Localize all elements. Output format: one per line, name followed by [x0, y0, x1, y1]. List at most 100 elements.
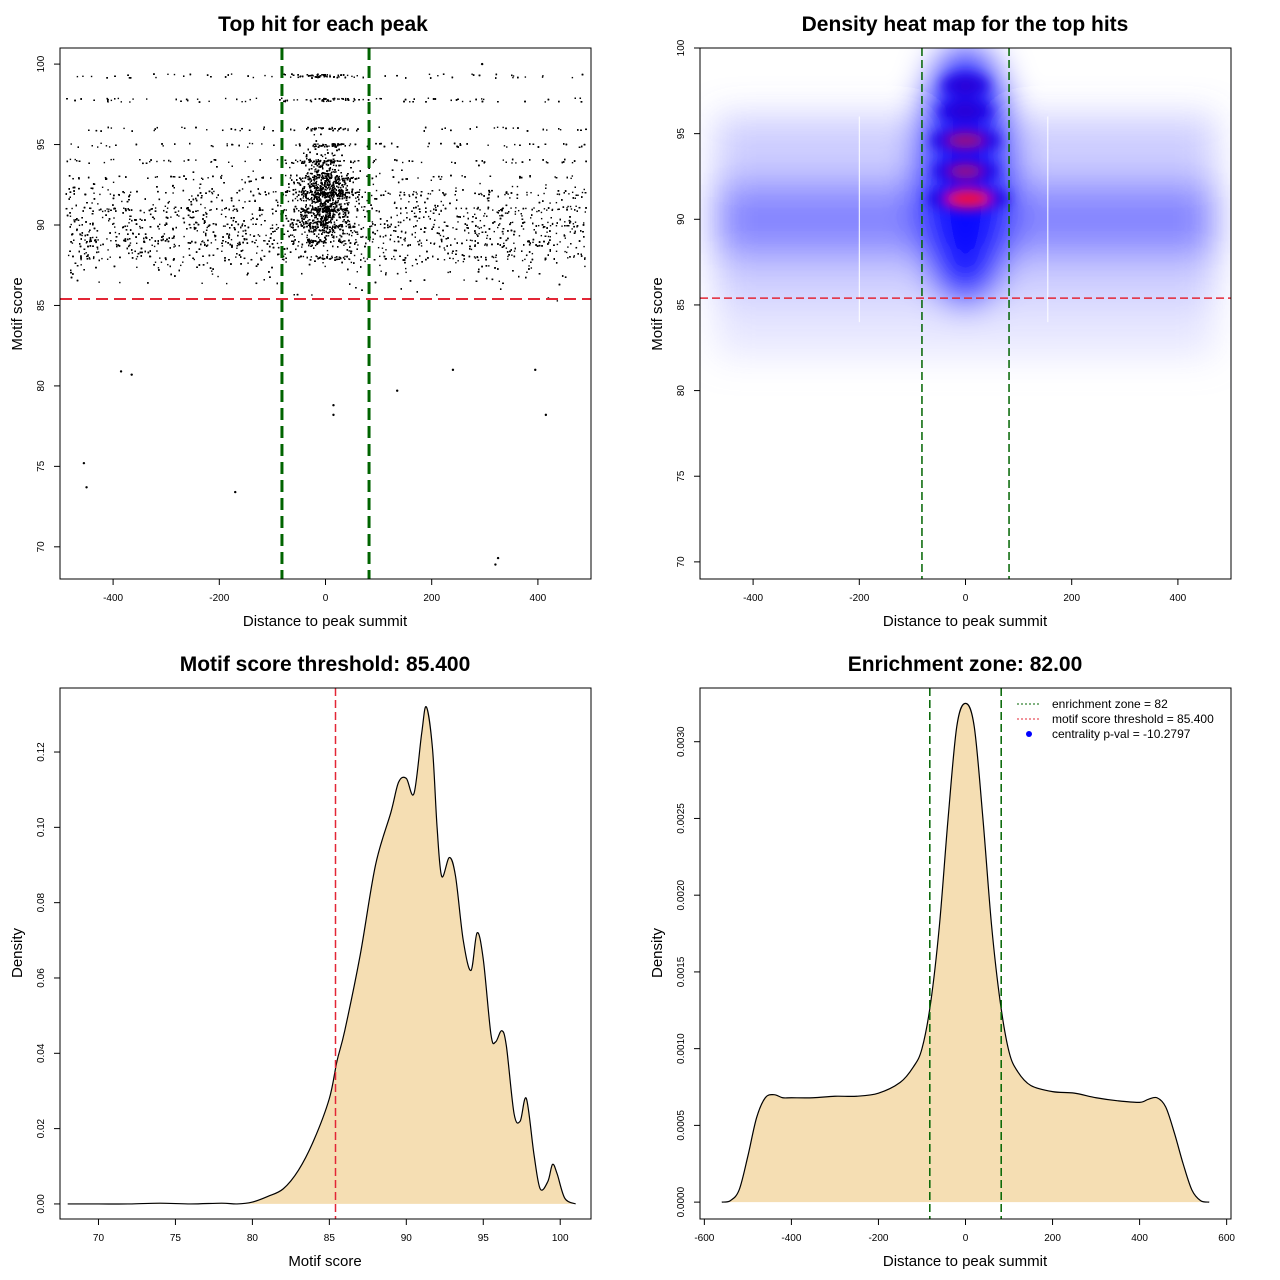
scatter-point: [224, 97, 227, 100]
scatter-point: [112, 158, 115, 161]
scatter-point: [429, 210, 432, 212]
scatter-point: [384, 190, 387, 192]
scatter-point: [514, 210, 517, 213]
scatter-point: [117, 97, 120, 100]
scatter-point: [568, 193, 570, 195]
scatter-point: [125, 229, 127, 231]
scatter-point: [113, 222, 115, 225]
scatter-point: [368, 240, 371, 242]
scatter-point: [196, 230, 199, 232]
scatter-point: [71, 207, 73, 210]
scatter-point: [196, 98, 199, 100]
scatter-point: [276, 242, 279, 245]
scatter-point: [379, 264, 381, 267]
scatter-point: [85, 252, 87, 254]
scatter-point: [354, 205, 356, 208]
scatter-point: [220, 213, 223, 216]
scatter-point: [226, 143, 228, 145]
scatter-point: [275, 191, 277, 193]
chart-title: Top hit for each peak: [218, 13, 428, 36]
scatter-point: [252, 223, 254, 225]
scatter-point: [481, 98, 483, 100]
scatter-point: [271, 224, 274, 226]
scatter-point: [355, 197, 357, 199]
scatter-point: [397, 224, 400, 227]
scatter-point: [209, 209, 211, 211]
scatter-point: [232, 144, 234, 146]
scatter-point: [157, 267, 160, 269]
scatter-point: [406, 254, 409, 257]
scatter-point: [567, 246, 569, 248]
scatter-point: [493, 127, 496, 129]
scatter-point: [370, 225, 373, 227]
scatter-point: [221, 174, 223, 177]
scatter-point: [261, 249, 263, 252]
scatter-point: [128, 222, 130, 224]
scatter-point: [506, 258, 509, 260]
scatter-point: [336, 98, 339, 100]
scatter-point: [573, 255, 576, 257]
scatter-point: [420, 245, 423, 247]
scatter-point: [362, 98, 364, 101]
scatter-point: [545, 184, 547, 186]
scatter-point: [445, 193, 447, 195]
scatter-point: [507, 193, 509, 195]
scatter-point: [486, 234, 489, 237]
scatter-point: [403, 191, 405, 194]
scatter-point: [350, 261, 353, 264]
panel-scatter: Top hit for each peak -400 -200 0 200 400 70…: [9, 13, 592, 630]
scatter-points: [65, 62, 587, 566]
scatter-point: [241, 188, 244, 190]
scatter-point: [230, 238, 233, 241]
scatter-point: [555, 250, 558, 253]
scatter-point: [174, 176, 176, 178]
scatter-point: [461, 100, 464, 103]
scatter-point: [210, 209, 212, 211]
scatter-point: [213, 234, 216, 236]
scatter-point: [435, 206, 437, 209]
scatter-point: [467, 232, 470, 234]
scatter-point: [173, 73, 176, 76]
scatter-point: [119, 281, 121, 284]
scatter-point: [411, 264, 414, 267]
scatter-point: [108, 146, 111, 148]
scatter-point: [439, 234, 442, 237]
scatter-point: [191, 195, 193, 197]
scatter-point: [531, 252, 534, 255]
scatter-point: [338, 98, 340, 100]
scatter-point: [172, 192, 174, 194]
scatter-point: [227, 161, 230, 163]
scatter-point: [248, 142, 251, 145]
scatter-point: [95, 236, 98, 239]
scatter-point: [413, 212, 416, 215]
scatter-point: [463, 215, 465, 218]
scatter-point: [203, 241, 205, 244]
scatter-point: [502, 233, 504, 235]
scatter-point: [88, 257, 91, 259]
scatter-point: [403, 238, 405, 241]
scatter-point: [415, 259, 418, 261]
scatter-point: [358, 224, 360, 226]
scatter-point: [88, 231, 90, 233]
scatter-point: [347, 212, 350, 215]
scatter-point: [244, 100, 247, 103]
scatter-point: [252, 170, 254, 172]
scatter-point: [506, 146, 508, 148]
scatter-point: [524, 258, 526, 261]
scatter-point: [375, 158, 377, 161]
scatter-point: [416, 193, 418, 195]
scatter-point: [397, 221, 400, 223]
scatter-point: [123, 207, 125, 209]
scatter-point: [151, 244, 153, 246]
scatter-point: [433, 223, 435, 226]
scatter-point: [255, 97, 258, 100]
scatter-point: [242, 230, 244, 232]
scatter-point: [81, 234, 83, 237]
scatter-point: [284, 253, 286, 255]
scatter-point: [503, 242, 505, 245]
scatter-point: [355, 241, 358, 243]
scatter-point: [189, 210, 191, 212]
scatter-point: [83, 253, 86, 255]
scatter-point: [473, 256, 476, 258]
scatter-point: [455, 261, 457, 264]
